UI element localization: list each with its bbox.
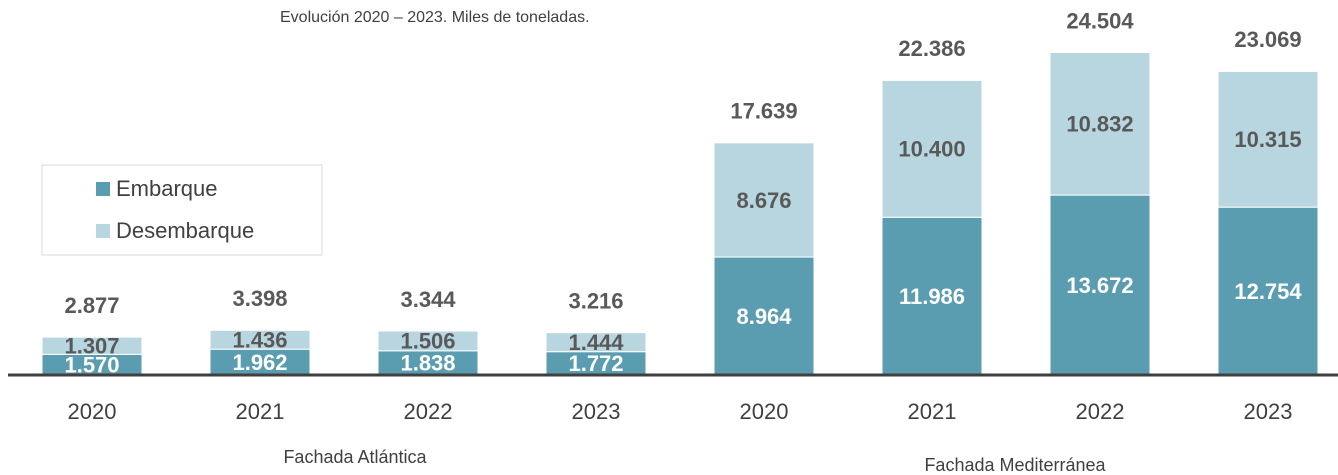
- bar-segment: [713, 256, 815, 376]
- x-tick-label: 2022: [1076, 399, 1125, 424]
- data-label: 1.444: [568, 330, 624, 355]
- total-label: 2.877: [64, 293, 119, 318]
- group-label: Fachada Mediterránea: [924, 455, 1106, 475]
- bar-segment: [1049, 194, 1151, 376]
- total-label: 3.344: [400, 287, 456, 312]
- data-label: 12.754: [1234, 279, 1302, 304]
- bar-segment: [881, 216, 983, 376]
- x-tick-label: 2020: [68, 399, 117, 424]
- x-tick-label: 2021: [908, 399, 957, 424]
- data-label: 1.838: [400, 351, 455, 376]
- x-tick-label: 2023: [1244, 399, 1293, 424]
- x-tick-label: 2023: [572, 399, 621, 424]
- data-label: 1.570: [64, 352, 119, 377]
- data-label: 10.400: [898, 137, 965, 162]
- total-label: 17.639: [730, 99, 797, 124]
- x-tick-label: 2021: [236, 399, 285, 424]
- total-label: 3.216: [568, 288, 623, 313]
- data-label: 11.986: [899, 284, 965, 309]
- data-label: 1.307: [64, 334, 119, 359]
- data-label: 1.772: [568, 351, 623, 376]
- data-label: 13.672: [1066, 273, 1133, 298]
- total-label: 22.386: [898, 36, 965, 61]
- total-label: 3.398: [232, 286, 287, 311]
- bar-segment: [713, 142, 815, 258]
- group-label: Fachada Atlántica: [283, 447, 427, 467]
- data-label: 10.832: [1066, 112, 1133, 137]
- bar-segment: [881, 79, 983, 218]
- legend-swatch: [96, 224, 110, 238]
- legend-box: [41, 164, 323, 256]
- data-label: 10.315: [1234, 127, 1301, 152]
- total-label: 23.069: [1234, 27, 1301, 52]
- x-tick-label: 2022: [404, 399, 453, 424]
- data-label: 8.676: [736, 188, 791, 213]
- bar-segment: [1217, 70, 1319, 208]
- data-label: 1.436: [232, 328, 287, 353]
- bar-segment: [1049, 52, 1151, 196]
- data-label: 1.506: [400, 329, 455, 354]
- total-label: 24.504: [1066, 8, 1134, 33]
- legend-swatch: [96, 182, 110, 196]
- data-label: 1.962: [232, 350, 287, 375]
- data-label: 8.964: [736, 304, 792, 329]
- chart-subtitle: Evolución 2020 – 2023. Miles de tonelada…: [280, 9, 590, 26]
- x-tick-label: 2020: [740, 399, 789, 424]
- bar-segment: [41, 336, 143, 355]
- bar-segment: [377, 330, 479, 352]
- legend-label: Desembarque: [116, 218, 254, 243]
- legend-label: Embarque: [116, 176, 218, 201]
- bar-segment: [209, 329, 311, 350]
- bar-segment: [1217, 206, 1319, 376]
- legend: Embarque Desembarque: [41, 164, 323, 256]
- bar-segment: [545, 332, 647, 353]
